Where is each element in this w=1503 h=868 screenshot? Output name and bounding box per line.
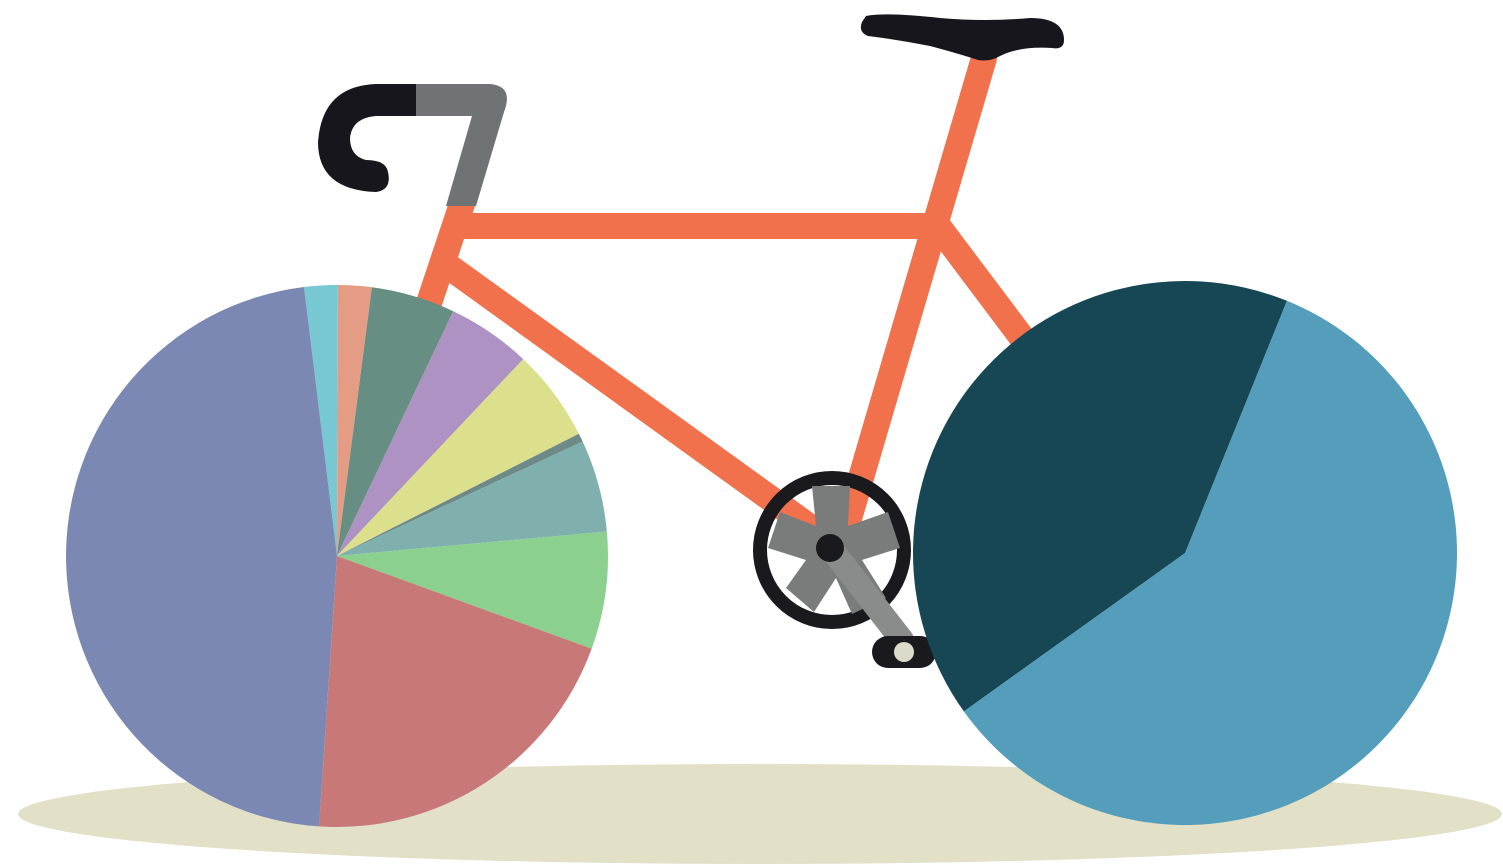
front-wheel-slice-9 <box>319 556 592 827</box>
seat-stay <box>925 213 1048 368</box>
pedal-cap <box>894 642 914 662</box>
rear-wheel-pie <box>913 281 1458 826</box>
bicycle-frame <box>411 45 1048 553</box>
chainring <box>753 471 911 629</box>
seat-tube <box>835 45 997 535</box>
front-wheel-slice-10 <box>66 287 337 827</box>
rear-wheel-slice-2 <box>913 281 1287 712</box>
front-wheel-slice-5 <box>337 359 579 556</box>
front-wheel-slice-3 <box>337 287 454 556</box>
crank-arm <box>820 538 914 652</box>
front-wheel-slice-6 <box>337 433 583 556</box>
handlebar-drop <box>318 84 416 192</box>
crank-bolt <box>816 534 844 562</box>
front-wheel-slice-2 <box>337 285 372 556</box>
front-wheel-pie <box>66 284 608 827</box>
front-wheel-slice-4 <box>337 311 524 556</box>
stem <box>416 84 507 206</box>
head-tube <box>411 191 475 331</box>
front-wheel-slice-1 <box>303 284 338 556</box>
front-wheel-slice-7 <box>337 441 607 556</box>
down-tube <box>435 253 841 553</box>
rear-wheel-slice-1 <box>963 300 1458 826</box>
front-wheel-slice-8 <box>337 531 608 649</box>
saddle <box>860 14 1064 61</box>
drivetrain <box>753 471 936 668</box>
